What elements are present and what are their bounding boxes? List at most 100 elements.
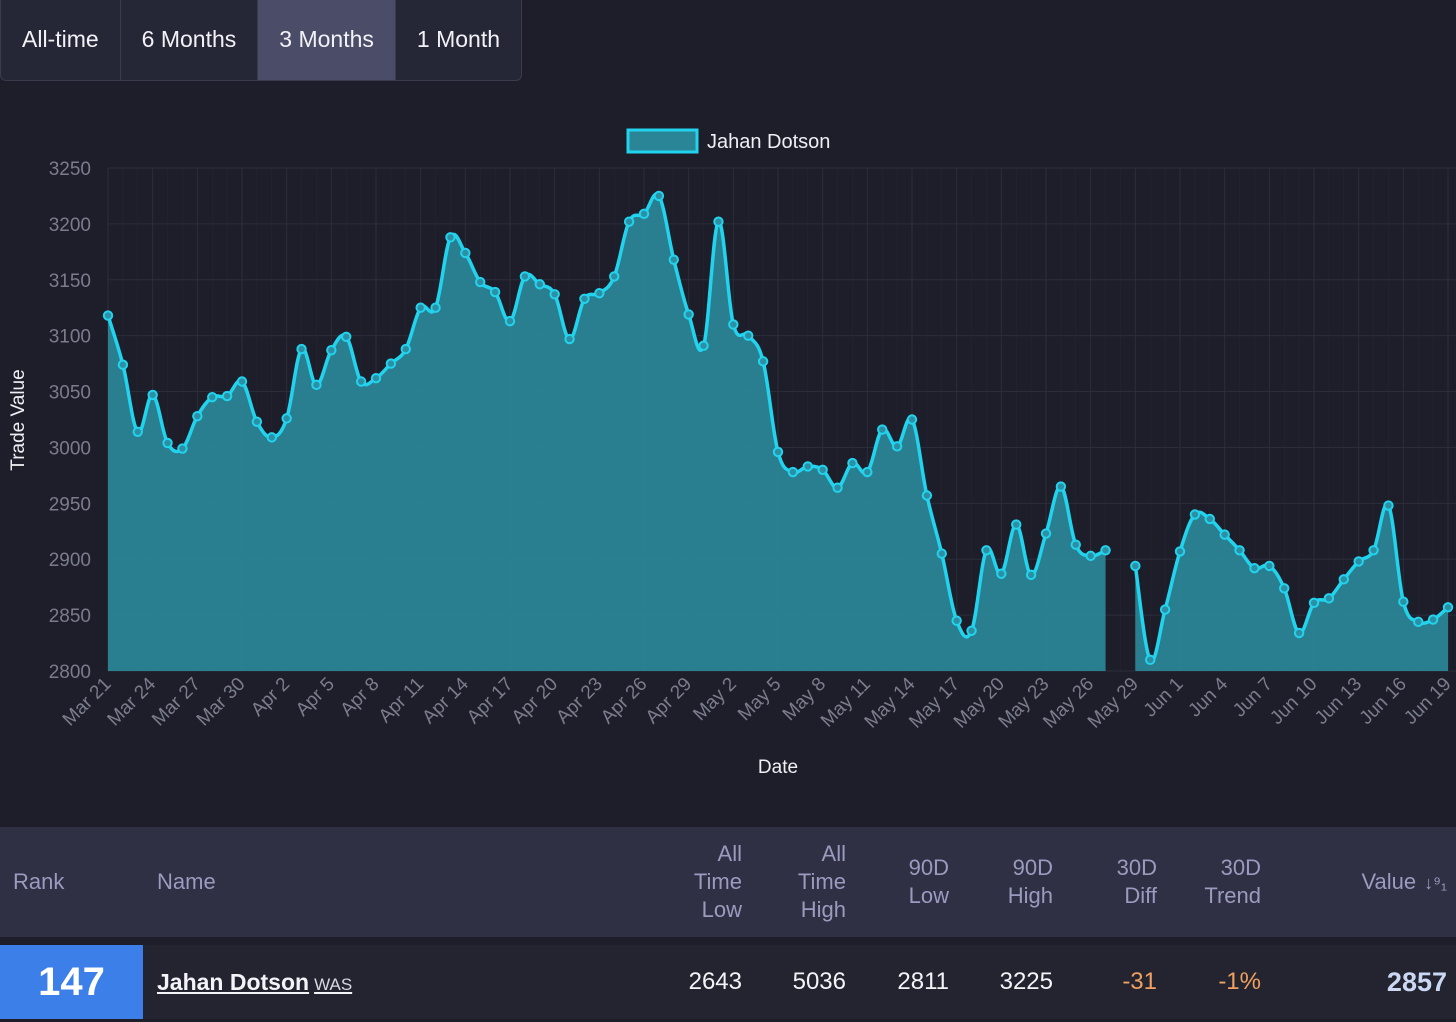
data-point[interactable] [1353,556,1364,567]
data-point[interactable] [400,343,411,355]
data-point[interactable] [1025,569,1037,581]
data-point[interactable] [177,443,188,454]
tab-3-months[interactable]: 3 Months [258,0,396,80]
data-point[interactable] [1323,593,1335,604]
data-point[interactable] [1055,481,1067,492]
data-point[interactable] [192,410,203,422]
legend[interactable]: Jahan Dotson [626,128,830,154]
data-point[interactable] [683,309,694,320]
data-point[interactable] [638,208,650,220]
data-point[interactable] [623,216,635,227]
tab-1-month[interactable]: 1 Month [416,26,500,52]
data-point[interactable] [207,391,218,403]
data-point[interactable] [832,482,843,493]
header-90d-low[interactable]: 90D Low [908,855,949,908]
data-point[interactable] [668,254,679,265]
header-all-time-low[interactable]: All Time Low [693,841,742,922]
data-point[interactable] [609,271,620,282]
data-point[interactable] [236,376,248,387]
data-point[interactable] [489,286,501,298]
data-point[interactable] [653,190,665,202]
data-point[interactable] [936,548,947,559]
data-point[interactable] [787,466,799,478]
data-point[interactable] [921,490,933,501]
tab-6-months[interactable]: 6 Months [121,0,259,80]
data-point[interactable] [743,330,754,341]
data-point[interactable] [519,271,531,282]
data-point[interactable] [862,466,873,478]
data-point[interactable] [564,333,575,345]
data-point[interactable] [757,356,769,367]
data-point[interactable] [1383,500,1394,511]
data-point[interactable] [906,414,918,425]
data-point[interactable] [772,446,784,458]
data-point[interactable] [296,343,307,355]
data-point[interactable] [951,615,962,626]
data-point[interactable] [445,232,456,243]
data-point[interactable] [877,424,888,435]
tab-all-time[interactable]: All-time [1,0,121,80]
data-point[interactable] [460,247,471,259]
data-point[interactable] [847,457,858,469]
data-point[interactable] [996,568,1007,579]
data-point[interactable] [981,545,992,556]
header-all-time-high[interactable]: All Time High [797,841,846,922]
data-point[interactable] [579,293,590,304]
data-point[interactable] [728,319,739,330]
data-point[interactable] [817,464,828,475]
data-point[interactable] [534,279,545,290]
data-point[interactable] [266,432,277,443]
data-point[interactable] [713,216,724,227]
sort-descending-icon[interactable]: ↓⁹₁ [1424,873,1447,893]
data-point[interactable] [1159,604,1171,615]
data-point[interactable] [385,358,397,369]
data-point[interactable] [117,359,129,370]
data-point[interactable] [1398,596,1409,607]
data-point[interactable] [415,302,426,313]
data-point[interactable] [430,302,441,313]
data-point[interactable] [504,315,516,327]
data-point[interactable] [1085,550,1096,562]
data-point[interactable] [355,376,367,387]
data-point[interactable] [966,625,977,636]
data-point[interactable] [1293,627,1305,639]
data-point[interactable] [251,416,263,427]
data-point[interactable] [698,340,709,351]
header-30d-trend[interactable]: 30D Trend [1204,855,1261,908]
data-point[interactable] [1338,574,1349,585]
data-point[interactable] [594,287,605,299]
data-point[interactable] [1264,560,1275,572]
data-point[interactable] [311,379,322,391]
data-point[interactable] [1040,528,1052,539]
data-point[interactable] [1070,539,1081,550]
data-point[interactable] [802,461,813,472]
data-point[interactable] [1011,519,1022,530]
data-point[interactable] [1234,545,1245,556]
data-point[interactable] [132,426,143,437]
data-point[interactable] [1368,545,1379,556]
data-point[interactable] [1413,616,1424,628]
header-rank[interactable]: Rank [13,869,65,894]
data-point[interactable] [549,289,560,300]
data-point[interactable] [1130,560,1141,572]
header-90d-high[interactable]: 90D High [1007,855,1053,908]
data-point[interactable] [102,310,114,321]
data-point[interactable] [1427,614,1439,625]
data-point[interactable] [1189,509,1201,520]
header-value[interactable]: Value ↓⁹₁ [1361,869,1447,894]
player-name-link[interactable]: Jahan Dotson WAS [157,945,352,1022]
data-point[interactable] [1249,562,1260,574]
data-point[interactable] [1279,583,1290,594]
data-point[interactable] [147,389,158,401]
data-point[interactable] [221,390,233,402]
table-row[interactable]: 147 Jahan Dotson WAS 2643 5036 2811 3225 … [0,945,1456,1019]
header-name[interactable]: Name [157,869,216,894]
data-point[interactable] [891,441,903,452]
data-point[interactable] [1100,545,1111,556]
data-point[interactable] [1204,513,1215,525]
player-name[interactable]: Jahan Dotson [157,969,310,995]
data-point[interactable] [162,437,173,449]
data-point[interactable] [326,344,337,356]
data-point[interactable] [1219,529,1230,540]
data-point[interactable] [1174,546,1186,557]
